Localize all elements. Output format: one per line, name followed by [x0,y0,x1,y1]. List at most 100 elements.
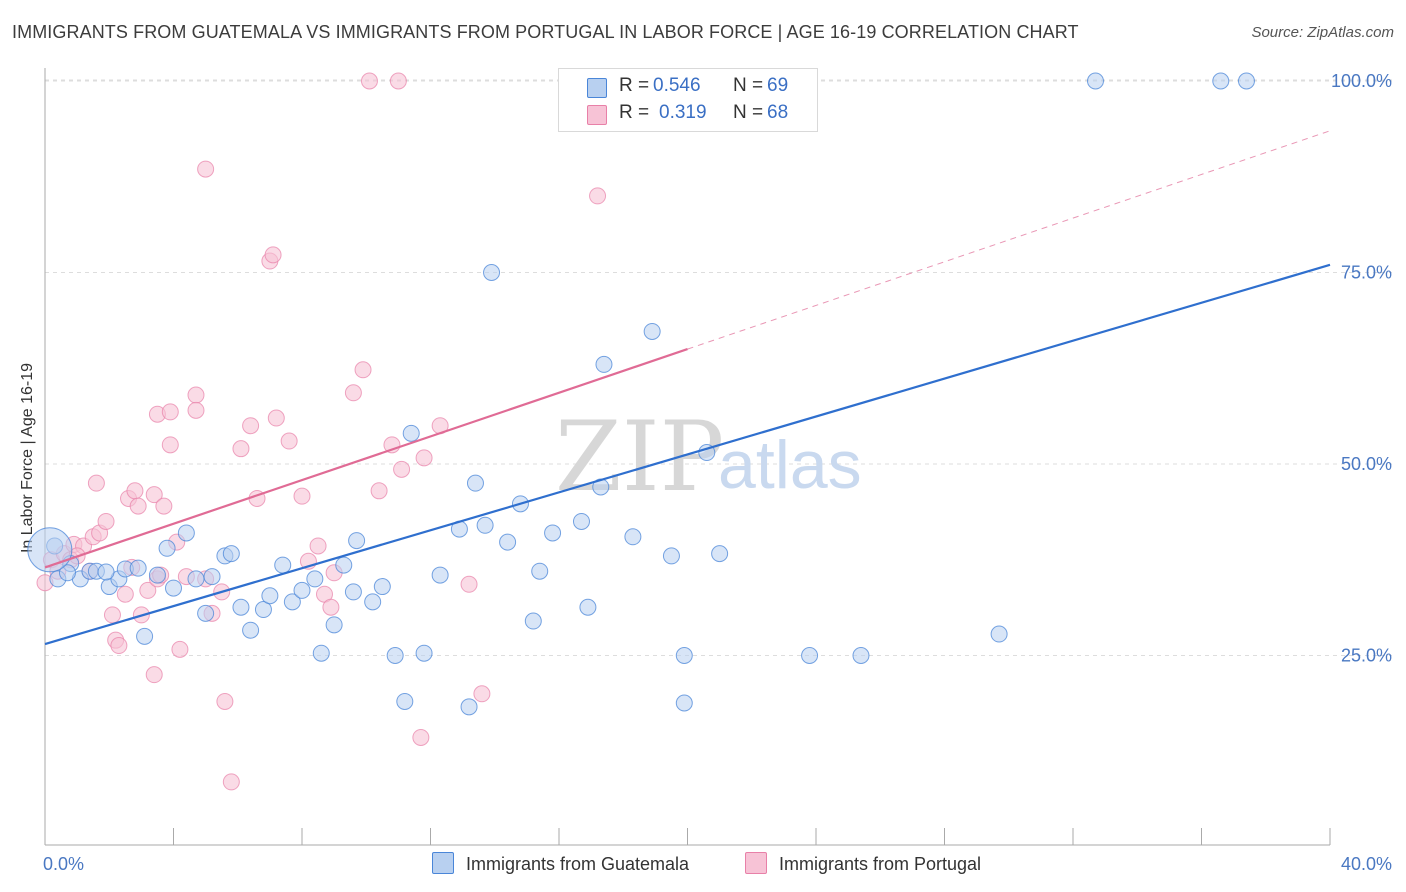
guatemala-point [662,547,680,565]
guatemala-point [402,424,420,442]
guatemala-point [499,533,517,551]
chart-title: IMMIGRANTS FROM GUATEMALA VS IMMIGRANTS … [12,22,1079,42]
portugal-point [116,585,134,603]
legend-label-guatemala: Immigrants from Guatemala [466,854,690,874]
legend-label-portugal: Immigrants from Portugal [779,854,982,874]
guatemala-point [579,598,597,616]
n-value: 69 [767,75,789,96]
guatemala-point [242,621,260,639]
n-value: 68 [767,102,789,123]
portugal-point [232,440,250,458]
portugal-point [145,666,163,684]
guatemala-point [261,587,279,605]
x-tick-label-min: 0.0% [43,854,84,874]
guatemala-point [1237,72,1255,90]
guatemala-point [675,694,693,712]
y-tick-label: 25.0% [1341,646,1392,666]
guatemala-point [643,322,661,340]
guatemala-point [531,562,549,580]
guatemala-point [1212,72,1230,90]
guatemala-point [177,524,195,542]
guatemala-point [187,570,205,588]
guatemala-point [431,566,449,584]
portugal-point [370,482,388,500]
n-label: N = [733,75,764,96]
guatemala-point [348,532,366,550]
guatemala-trend-line [44,263,1331,646]
legend-item-portugal[interactable]: Immigrants from Portugal [745,852,981,875]
guatemala-point [595,355,613,373]
guatemala-point-large [27,527,73,573]
r-label: R = [619,75,650,96]
guatemala-point [990,625,1008,643]
legend-item-guatemala[interactable]: Immigrants from Guatemala [432,852,689,875]
guatemala-point [232,598,250,616]
y-tick-label: 50.0% [1341,454,1392,474]
guatemala-point [312,644,330,662]
guatemala-point [148,566,166,584]
guatemala-point [274,556,292,574]
portugal-point [161,403,179,421]
portugal-points [36,72,607,791]
guatemala-point [483,264,501,281]
guatemala-point [335,556,353,574]
r-label: R = [619,102,650,123]
n-label: N = [733,102,764,123]
guatemala-point [136,627,154,645]
portugal-point [129,497,147,515]
y-tick-label: 100.0% [1331,71,1392,91]
portugal-point [145,486,163,504]
portugal-point [309,537,327,555]
portugal-point [171,640,189,658]
portugal-point [187,386,205,404]
guatemala-point [373,578,391,596]
guatemala-point [386,647,404,664]
portugal-point [155,497,173,515]
portugal-trend-line-dashed [687,130,1331,350]
guatemala-point [325,616,343,634]
guatemala-point [852,647,870,664]
source-label: Source: ZipAtlas.com [1251,24,1394,41]
trend-lines [44,130,1331,646]
guatemala-point [624,528,642,546]
portugal-point [222,773,240,791]
y-tick-labels: 25.0% 50.0% 75.0% 100.0% [1331,71,1392,666]
guatemala-point [158,539,176,557]
portugal-point [344,384,362,402]
portugal-point [460,575,478,593]
guatemala-swatch [432,852,454,874]
portugal-point [139,581,157,599]
guatemala-point [460,698,478,716]
correlation-legend: R = 0.546 N = 69 R = 0.319 N = 68 [558,68,818,132]
portugal-point [280,432,298,450]
guatemala-point [1086,72,1104,90]
watermark-atlas: atlas [718,427,862,503]
watermark-zip: ZIP [555,401,724,513]
portugal-point [412,728,430,746]
portugal-point [110,637,128,655]
r-value: 0.319 [659,102,707,123]
guatemala-point [675,647,693,664]
portugal-point [393,460,411,478]
guatemala-point [415,644,433,662]
portugal-point [267,409,285,427]
portugal-swatch [587,105,607,125]
portugal-point [242,417,260,435]
guatemala-points [27,72,1255,716]
r-value: 0.546 [653,75,701,96]
guatemala-point [203,568,221,586]
guatemala-point [165,579,182,597]
portugal-point [322,598,340,616]
guatemala-point [344,583,362,601]
guatemala-point [711,545,729,563]
guatemala-point [222,545,240,563]
grid-lines [45,79,1392,656]
guatemala-point [364,593,382,611]
guatemala-point [466,474,484,492]
portugal-point [161,436,179,454]
portugal-point [187,401,205,419]
guatemala-point [306,570,324,588]
portugal-point [293,487,311,505]
guatemala-point [801,647,819,664]
